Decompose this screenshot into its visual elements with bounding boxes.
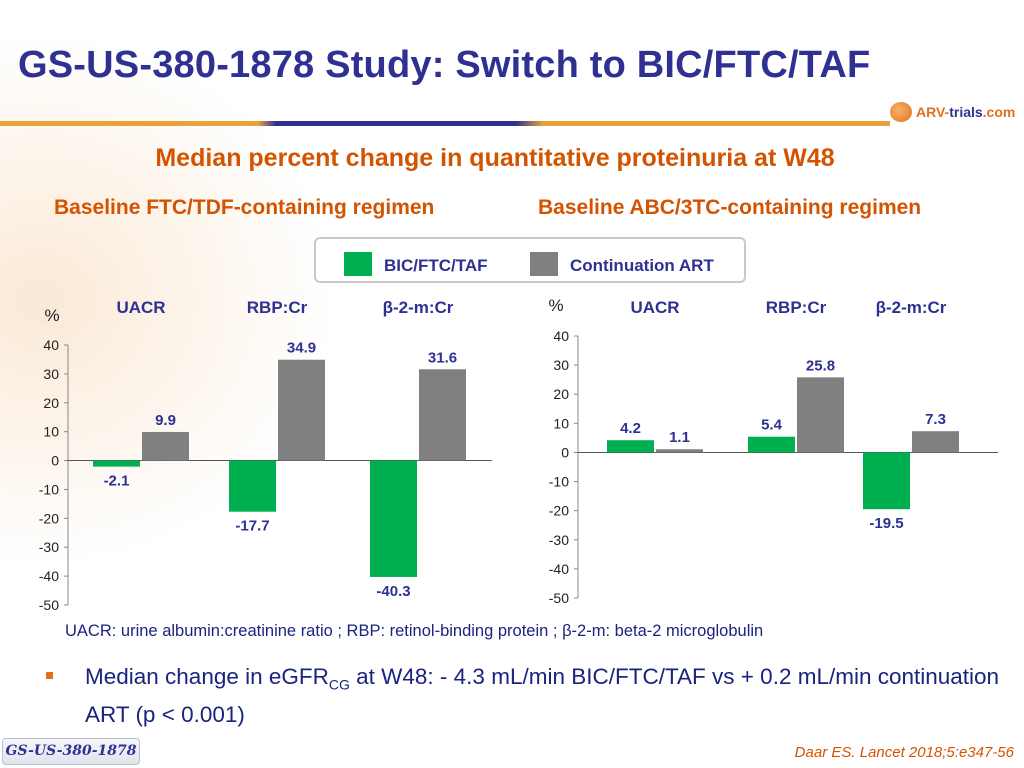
right-category-label: UACR	[630, 298, 679, 317]
left-category-label: UACR	[116, 298, 165, 317]
right-continuation-bar	[797, 377, 844, 453]
right-y-tick-label: 30	[553, 357, 569, 373]
legend-swatch-continuation	[530, 252, 558, 276]
left-y-tick-label: 10	[43, 424, 59, 440]
legend-label-bic: BIC/FTC/TAF	[384, 256, 488, 275]
right-bic-bar	[863, 452, 910, 510]
left-continuation-bar	[278, 359, 325, 461]
left-bic-bar	[229, 460, 276, 512]
left-bic-bar	[93, 460, 140, 467]
right-y-tick-label: -30	[549, 532, 569, 548]
right-bic-value-label: 5.4	[761, 417, 783, 434]
left-continuation-bar	[142, 431, 189, 461]
right-bic-bar	[607, 440, 654, 453]
left-y-tick-label: -10	[39, 481, 59, 497]
left-y-tick-label: -50	[39, 597, 59, 613]
left-continuation-bar	[419, 369, 466, 461]
chart-legend: BIC/FTC/TAF Continuation ART	[314, 237, 746, 283]
left-y-tick-label: 40	[43, 337, 59, 353]
left-y-tick-label: -40	[39, 568, 59, 584]
right-continuation-value-label: 1.1	[669, 429, 690, 446]
right-category-label: β-2-m:Cr	[876, 298, 947, 317]
left-y-axis-label: %	[44, 306, 59, 325]
right-continuation-bar	[912, 431, 959, 453]
chart-subtitle: Median percent change in quantitative pr…	[155, 144, 835, 172]
right-category-label: RBP:Cr	[766, 298, 827, 317]
left-y-tick-label: -30	[39, 539, 59, 555]
abbreviations-footnote: UACR: urine albumin:creatinine ratio ; R…	[65, 622, 764, 640]
right-bic-bar	[748, 436, 795, 453]
right-y-tick-label: -50	[549, 590, 569, 606]
right-continuation-value-label: 7.3	[925, 411, 946, 428]
left-category-label: β-2-m:Cr	[383, 298, 454, 317]
egfr-subscript: CG	[328, 676, 350, 693]
right-continuation-value-label: 25.8	[806, 357, 835, 374]
left-bic-value-label: -40.3	[376, 583, 410, 600]
egfr-text-b: at W48: - 4.3 mL/min BIC/FTC/TAF vs + 0.…	[85, 664, 1000, 727]
logo-text-a: ARV-	[916, 104, 950, 120]
left-y-tick-label: 0	[51, 453, 59, 469]
logo-icon	[890, 102, 912, 122]
page-title: GS-US-380-1878 Study: Switch to BIC/FTC/…	[18, 44, 871, 86]
right-panel-title: Baseline ABC/3TC-containing regimen	[538, 196, 922, 219]
logo-text: ARV-trials.com	[916, 104, 1015, 120]
right-y-axis-label: %	[548, 296, 563, 315]
citation: Daar ES. Lancet 2018;5:e347-56	[794, 744, 1014, 761]
left-y-tick-label: 30	[43, 366, 59, 382]
left-y-tick-label: -20	[39, 510, 59, 526]
left-continuation-value-label: 31.6	[428, 349, 457, 366]
left-y-tick-label: 20	[43, 395, 59, 411]
right-continuation-bar	[656, 449, 703, 453]
bullet-marker	[46, 672, 53, 679]
proteinuria-bar-charts: 40 30 20 10 0 -10 -20 -30 -40 -50% UACR RBP:Cr β-2-m…	[39, 296, 998, 613]
right-bic-value-label: 4.2	[620, 420, 641, 437]
right-y-tick-label: 10	[553, 415, 569, 431]
left-bic-value-label: -2.1	[104, 473, 130, 490]
right-y-tick-label: -10	[549, 474, 569, 490]
title-divider	[0, 121, 890, 126]
legend-label-continuation: Continuation ART	[570, 256, 714, 275]
right-y-tick-label: -20	[549, 503, 569, 519]
egfr-text-a: Median change in eGFR	[85, 664, 329, 689]
study-tag: GS-US-380-1878	[2, 738, 140, 765]
right-bic-value-label: -19.5	[869, 515, 903, 532]
right-y-tick-label: 0	[561, 444, 569, 460]
right-y-tick-label: 20	[553, 386, 569, 402]
left-category-label: RBP:Cr	[247, 298, 308, 317]
left-bic-bar	[370, 460, 417, 577]
egfr-bullet-text: Median change in eGFRCG at W48: - 4.3 mL…	[85, 662, 1005, 730]
left-continuation-value-label: 34.9	[287, 340, 316, 357]
left-bic-value-label: -17.7	[235, 518, 269, 535]
left-continuation-value-label: 9.9	[155, 412, 176, 429]
logo-text-b: trials	[949, 104, 983, 120]
left-panel-title: Baseline FTC/TDF-containing regimen	[54, 196, 435, 219]
right-y-tick-label: 40	[553, 328, 569, 344]
logo-text-c: .com	[982, 104, 1016, 120]
arv-trials-logo: ARV-trials.com	[890, 100, 1020, 128]
legend-swatch-bic	[344, 252, 372, 276]
right-y-tick-label: -40	[549, 561, 569, 577]
